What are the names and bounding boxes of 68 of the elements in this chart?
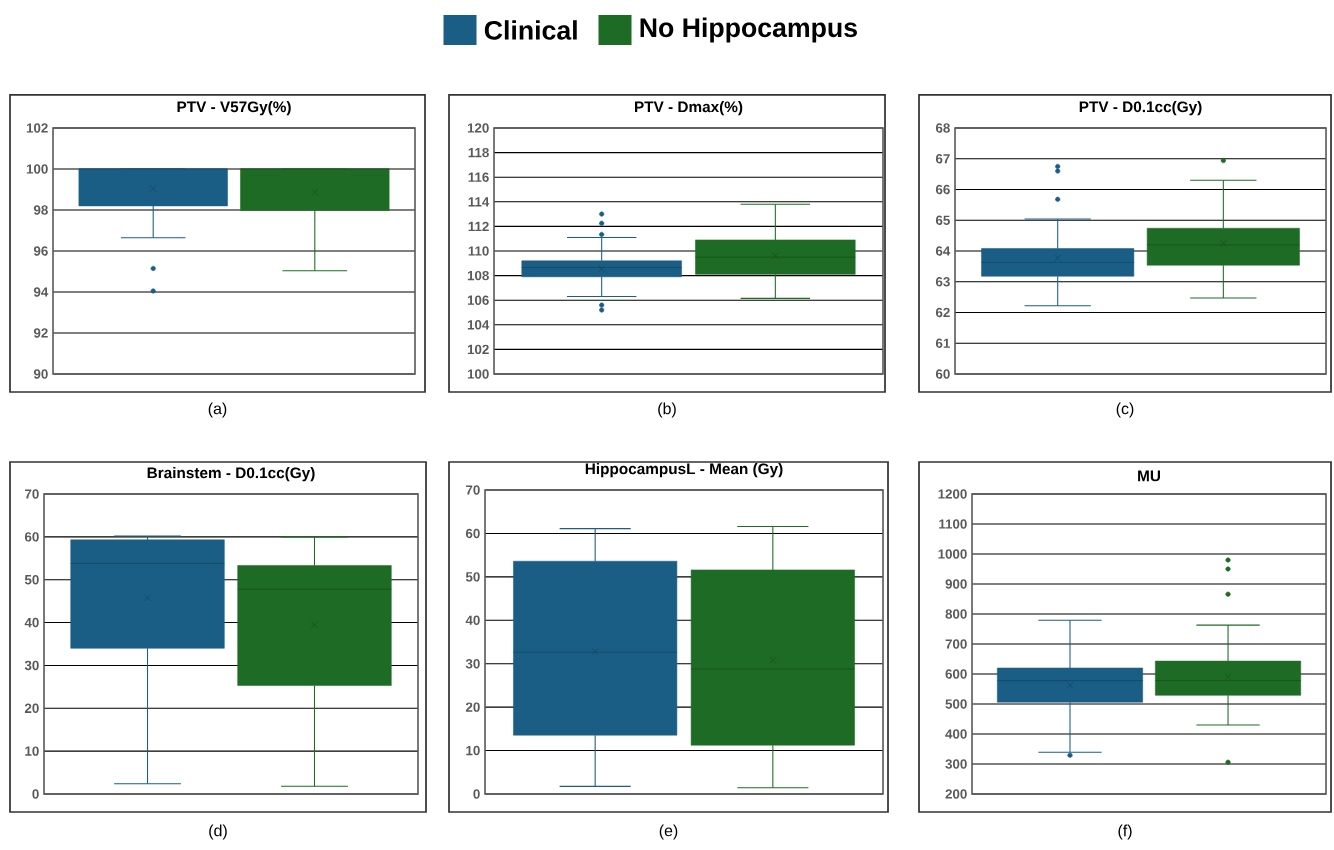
y-tick-label: 100 [26, 164, 48, 174]
y-tick-label: 67 [935, 154, 950, 164]
y-tick-label: 108 [467, 270, 489, 281]
y-tick-label: 1200 [938, 489, 967, 499]
y-tick-label: 114 [468, 197, 490, 207]
y-tick-label: 0 [32, 789, 39, 799]
y-tick-label: 40 [465, 615, 480, 625]
y-tick-label: 68 [935, 123, 950, 133]
chart-title: HippocampusL - Mean (Gy) [585, 463, 783, 478]
chart-title: Brainstem - D0.1cc(Gy) [147, 467, 315, 482]
y-tick-label: 112 [468, 221, 489, 232]
y-tick-label: 600 [945, 669, 967, 679]
legend-label: No Hippocampus [640, 17, 857, 43]
legend-label: Clinical [484, 20, 577, 40]
text: (d) [209, 824, 227, 840]
y-tick-label: 106 [467, 295, 489, 305]
y-tick-label: 1100 [939, 519, 967, 529]
y-tick-label: 116 [468, 172, 489, 182]
chart-title: PTV - V57Gy(%) [177, 101, 291, 116]
y-tick-label: 60 [935, 369, 950, 379]
y-tick-label: 70 [466, 485, 480, 495]
y-tick-label: 66 [935, 184, 950, 195]
chart-title: MU [1138, 470, 1161, 482]
y-tick-label: 10 [466, 745, 480, 756]
y-tick-label: 800 [945, 609, 967, 619]
text: (b) [658, 402, 676, 418]
y-tick-label: 700 [945, 639, 967, 649]
y-tick-label: 40 [24, 617, 39, 628]
y-tick-label: 96 [33, 246, 48, 256]
y-tick-label: 102 [467, 344, 489, 355]
y-tick-label: 60 [24, 532, 39, 542]
y-tick-label: 110 [468, 246, 489, 256]
y-tick-label: 61 [935, 338, 950, 348]
y-tick-label: 70 [25, 489, 39, 499]
y-tick-label: 94 [33, 287, 49, 297]
y-tick-label: 900 [945, 579, 967, 589]
y-tick-label: 500 [945, 699, 967, 709]
y-tick-label: 60 [465, 528, 480, 539]
chart-title: PTV - D0.1cc(Gy) [1079, 101, 1202, 116]
y-tick-label: 50 [465, 572, 480, 582]
y-tick-label: 300 [945, 759, 967, 769]
text: (c) [1116, 402, 1134, 418]
y-tick-label: 30 [24, 660, 39, 671]
y-tick-label: 62 [935, 307, 950, 318]
y-tick-label: 0 [473, 789, 480, 799]
y-tick-label: 20 [465, 702, 480, 712]
y-tick-label: 100 [467, 369, 489, 379]
y-tick-label: 20 [24, 703, 39, 713]
y-tick-label: 102 [26, 123, 48, 133]
text: (a) [208, 402, 227, 418]
y-tick-label: 1000 [938, 549, 967, 559]
chart-title: PTV - Dmax(%) [635, 101, 743, 116]
y-tick-label: 30 [465, 658, 480, 669]
y-tick-label: 64 [935, 246, 951, 256]
y-tick-label: 50 [24, 575, 39, 585]
y-tick-label: 90 [33, 369, 48, 379]
y-tick-label: 65 [935, 215, 950, 225]
y-tick-label: 400 [945, 729, 967, 739]
text: (e) [659, 824, 678, 840]
y-tick-label: 63 [935, 277, 950, 287]
y-tick-label: 104 [467, 320, 490, 330]
y-tick-label: 200 [945, 789, 967, 799]
y-tick-label: 92 [33, 328, 48, 338]
y-tick-label: 98 [33, 205, 48, 215]
y-tick-label: 10 [25, 746, 39, 756]
text: (f) [1118, 824, 1132, 840]
y-tick-label: 118 [468, 147, 489, 158]
y-tick-label: 120 [467, 123, 489, 133]
